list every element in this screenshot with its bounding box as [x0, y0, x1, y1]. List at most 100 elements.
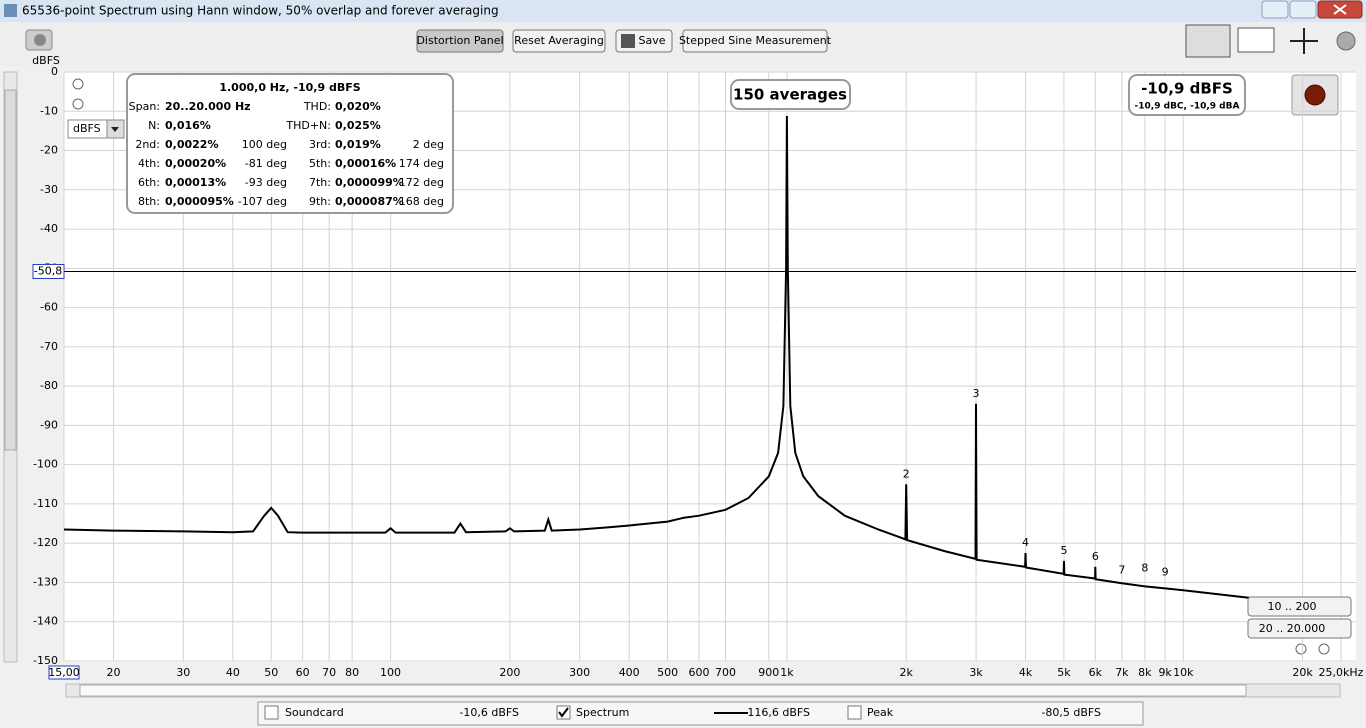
cursor-box: [32, 263, 65, 279]
x-start-box: [48, 665, 80, 680]
harmonic-label: 6: [1092, 550, 1099, 563]
range-button[interactable]: [1247, 596, 1352, 617]
x-tick-label: 30: [176, 666, 190, 679]
info-phase: -81 deg: [245, 157, 287, 170]
level-box: [1128, 74, 1246, 116]
y-tick-label: -40: [40, 222, 58, 235]
zoom-icons: [72, 78, 1330, 655]
legend-name: Peak: [867, 706, 894, 719]
x-tick-label: 400: [619, 666, 640, 679]
y-tick-label: 0: [51, 65, 58, 78]
info-value: 0,025%: [335, 119, 381, 132]
save-icon: [621, 34, 635, 48]
info-label: Span:: [129, 100, 160, 113]
info-label: 2nd:: [135, 138, 160, 151]
info-phase: 168 deg: [399, 195, 444, 208]
info-label: THD:: [303, 100, 331, 113]
info-value: 0,000099%: [335, 176, 404, 189]
info-label: 4th:: [138, 157, 160, 170]
info-phase: 100 deg: [242, 138, 287, 151]
view-button[interactable]: [1185, 24, 1231, 58]
info-label: 8th:: [138, 195, 160, 208]
x-tick-label: 60: [296, 666, 310, 679]
harmonic-label: 9: [1162, 565, 1169, 578]
checkbox[interactable]: [264, 705, 279, 720]
x-tick-label: 8k: [1138, 666, 1152, 679]
settings-button[interactable]: [1336, 31, 1356, 51]
pan-button[interactable]: [1290, 28, 1318, 54]
info-label: 3rd:: [309, 138, 331, 151]
toolbar-button[interactable]: [416, 29, 504, 53]
spectrum-line: [63, 115, 1342, 606]
x-tick-label: 20k: [1292, 666, 1313, 679]
harmonic-label: 8: [1141, 562, 1148, 575]
range-button[interactable]: [1247, 618, 1352, 639]
y-tick-label: -10: [40, 104, 58, 117]
y-tick-label: -150: [33, 654, 58, 667]
legend-name: Soundcard: [285, 706, 344, 719]
info-value: 0,019%: [335, 138, 381, 151]
info-phase: -107 deg: [238, 195, 287, 208]
y-axis-label: dBFS: [32, 54, 60, 67]
y-tick-label: -30: [40, 183, 58, 196]
x-tick-label: 2k: [900, 666, 914, 679]
window-title: 65536-point Spectrum using Hann window, …: [22, 4, 499, 18]
y-tick-label: -120: [33, 536, 58, 549]
close-icon: [1333, 4, 1347, 15]
x-tick-label: 70: [322, 666, 336, 679]
x-tick-label: 3k: [969, 666, 983, 679]
toolbar-button-label: Save: [638, 34, 665, 47]
x-tick-label: 500: [657, 666, 678, 679]
x-tick-label: 600: [688, 666, 709, 679]
x-tick-label: 700: [715, 666, 736, 679]
info-value: 0,000087%: [335, 195, 404, 208]
info-label: N:: [148, 119, 160, 132]
x-tick-label: 15,00: [48, 666, 80, 679]
x-tick-label: 200: [499, 666, 520, 679]
toolbar-button[interactable]: [512, 29, 606, 53]
y-tick-label: -110: [33, 497, 58, 510]
info-value: 0,00013%: [165, 176, 226, 189]
y-tick-label: -80: [40, 379, 58, 392]
x-tick-label: 6k: [1089, 666, 1103, 679]
x-tick-label: 5k: [1057, 666, 1071, 679]
info-value: 0,020%: [335, 100, 381, 113]
y-tick-label: -60: [40, 301, 58, 314]
x-tick-label: 50: [264, 666, 278, 679]
info-value: 20..20.000 Hz: [165, 100, 251, 113]
harmonic-label: 2: [903, 467, 910, 480]
legend-value: -80,5 dBFS: [1041, 706, 1101, 719]
y-tick-label: -100: [33, 458, 58, 471]
x-tick-label: 900: [758, 666, 779, 679]
cursor-label: -50,8: [34, 264, 62, 277]
range-button-label: 10 .. 200: [1268, 600, 1317, 613]
scroll-thumb[interactable]: [79, 684, 1247, 697]
x-tick-label: 80: [345, 666, 359, 679]
info-value: 0,00020%: [165, 157, 226, 170]
legend-value: -116,6 dBFS: [743, 706, 810, 719]
toolbar-button-label: Stepped Sine Measurement: [679, 34, 832, 47]
grid-view-button[interactable]: [1237, 27, 1275, 53]
info-label: THD+N:: [285, 119, 331, 132]
info-value: 0,0022%: [165, 138, 218, 151]
harmonic-label: 7: [1118, 564, 1125, 577]
x-tick-label: 40: [226, 666, 240, 679]
checkbox[interactable]: [847, 705, 862, 720]
harmonic-label: 3: [973, 387, 980, 400]
scroll-thumb[interactable]: [4, 89, 17, 451]
arrow-icon: [111, 127, 119, 132]
check-mark: [558, 707, 569, 718]
info-label: 5th:: [309, 157, 331, 170]
y-tick-label: -90: [40, 418, 58, 431]
info-value: 0,000095%: [165, 195, 234, 208]
maximize-button[interactable]: [1289, 0, 1317, 19]
record-icon: [1304, 84, 1326, 106]
x-tick-label: 1k: [780, 666, 794, 679]
legend-bar: [257, 701, 1144, 726]
minimize-button[interactable]: [1261, 0, 1289, 19]
toolbar-button-label: Reset Averaging: [514, 34, 604, 47]
harmonic-label: 4: [1022, 536, 1029, 549]
x-tick-label: 20: [107, 666, 121, 679]
toolbar-button[interactable]: [682, 29, 828, 53]
